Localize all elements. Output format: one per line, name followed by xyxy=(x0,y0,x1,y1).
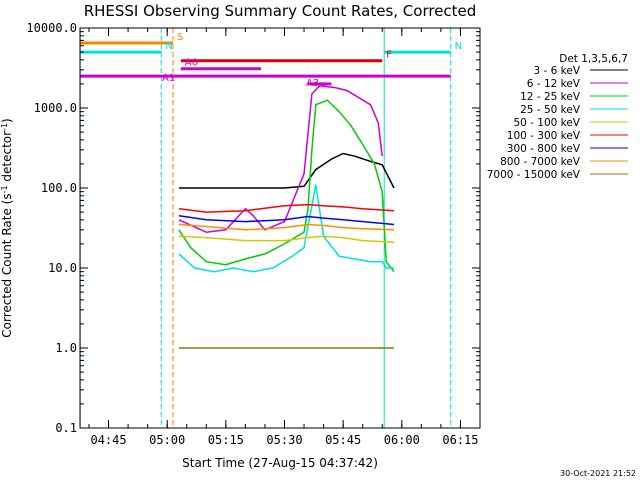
y-tick-label: 1000.0 xyxy=(34,101,77,115)
legend-label: 3 - 6 keV xyxy=(533,65,580,77)
y-tick-label: 1.0 xyxy=(55,341,77,355)
legend-label: 6 - 12 keV xyxy=(527,78,581,90)
x-tick-label: 05:00 xyxy=(149,433,185,447)
y-tick-label: 100.0 xyxy=(41,181,77,195)
y-axis-title-sup1: -1 xyxy=(0,185,9,193)
y-axis-title: Corrected Count Rate (s-1 detector-1) xyxy=(0,118,14,337)
x-tick-label: 04:45 xyxy=(90,433,126,447)
x-axis-title: Start Time (27-Aug-15 04:37:42) xyxy=(182,456,378,470)
plot-frame xyxy=(79,27,481,429)
legend-label: 50 - 100 keV xyxy=(513,117,580,129)
series-line xyxy=(178,184,394,273)
y-axis-title-sup2: -1 xyxy=(0,123,9,131)
series-line xyxy=(178,235,395,243)
legend-label: 300 - 800 keV xyxy=(507,143,581,155)
flag-label: S xyxy=(177,32,183,43)
series-line xyxy=(178,203,395,213)
y-axis-title-mid: detector xyxy=(0,131,14,186)
legend-label: 25 - 50 keV xyxy=(520,104,581,116)
flag-label: A0 xyxy=(185,58,198,69)
series-line xyxy=(178,214,395,226)
timestamp-stamp: 30-Oct-2021 21:52 xyxy=(560,469,636,478)
flag-label: F xyxy=(386,50,392,61)
flag-label: A3 xyxy=(306,78,319,89)
y-axis-title-end: ) xyxy=(0,118,14,123)
series-line xyxy=(178,223,395,231)
x-tick-label: 05:15 xyxy=(208,433,244,447)
legend-label: 800 - 7000 keV xyxy=(500,156,581,168)
chart-title: RHESSI Observing Summary Count Rates, Co… xyxy=(84,2,477,20)
y-tick-label: 10.0 xyxy=(48,261,77,275)
series-line xyxy=(178,84,383,233)
x-tick-label: 05:45 xyxy=(325,433,361,447)
legend-label: 12 - 25 keV xyxy=(520,91,581,103)
x-tick-label: 06:15 xyxy=(442,433,478,447)
y-tick-label: 0.1 xyxy=(55,421,77,435)
x-tick-label: 06:00 xyxy=(384,433,420,447)
series-line xyxy=(178,99,395,273)
legend-title: Det 1,3,5,6,7 xyxy=(559,53,628,65)
y-axis-title-main: Corrected Count Rate (s xyxy=(0,193,14,337)
x-tick-label: 05:30 xyxy=(266,433,302,447)
legend-label: 7000 - 15000 keV xyxy=(487,169,581,181)
series-lines xyxy=(178,84,395,349)
legend-label: 100 - 300 keV xyxy=(507,130,581,142)
flag-label: A1 xyxy=(162,73,175,84)
axes: 0.1 1.0 10.0 100.0 1000.0 10000.0 04:45 05:00 05… xyxy=(26,21,481,447)
flag-label: N xyxy=(165,41,172,52)
series-line xyxy=(178,152,395,189)
flag-label: N xyxy=(455,41,462,52)
y-tick-label: 10000.0 xyxy=(26,21,77,35)
